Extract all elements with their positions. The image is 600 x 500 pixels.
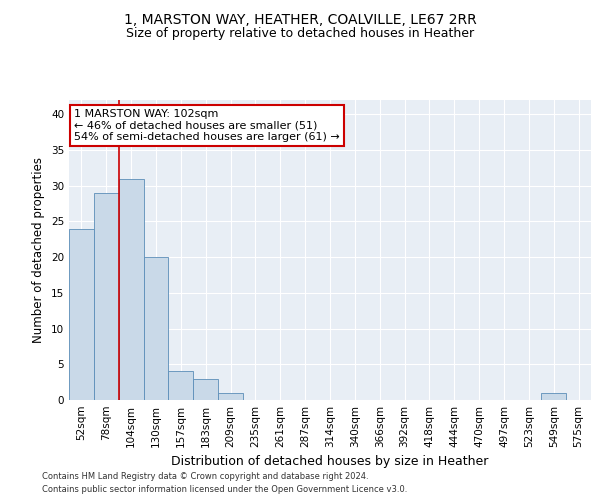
Text: 1, MARSTON WAY, HEATHER, COALVILLE, LE67 2RR: 1, MARSTON WAY, HEATHER, COALVILLE, LE67…	[124, 12, 476, 26]
Bar	[218, 393, 243, 400]
X-axis label: Distribution of detached houses by size in Heather: Distribution of detached houses by size …	[172, 456, 488, 468]
Text: Contains public sector information licensed under the Open Government Licence v3: Contains public sector information licen…	[42, 485, 407, 494]
Bar	[69, 228, 94, 400]
Text: Contains HM Land Registry data © Crown copyright and database right 2024.: Contains HM Land Registry data © Crown c…	[42, 472, 368, 481]
Bar	[169, 372, 193, 400]
Text: 1 MARSTON WAY: 102sqm
← 46% of detached houses are smaller (51)
54% of semi-deta: 1 MARSTON WAY: 102sqm ← 46% of detached …	[74, 109, 340, 142]
Bar	[143, 257, 169, 400]
Bar	[541, 393, 566, 400]
Y-axis label: Number of detached properties: Number of detached properties	[32, 157, 46, 343]
Text: Size of property relative to detached houses in Heather: Size of property relative to detached ho…	[126, 28, 474, 40]
Bar	[119, 178, 143, 400]
Bar	[193, 378, 218, 400]
Bar	[94, 193, 119, 400]
